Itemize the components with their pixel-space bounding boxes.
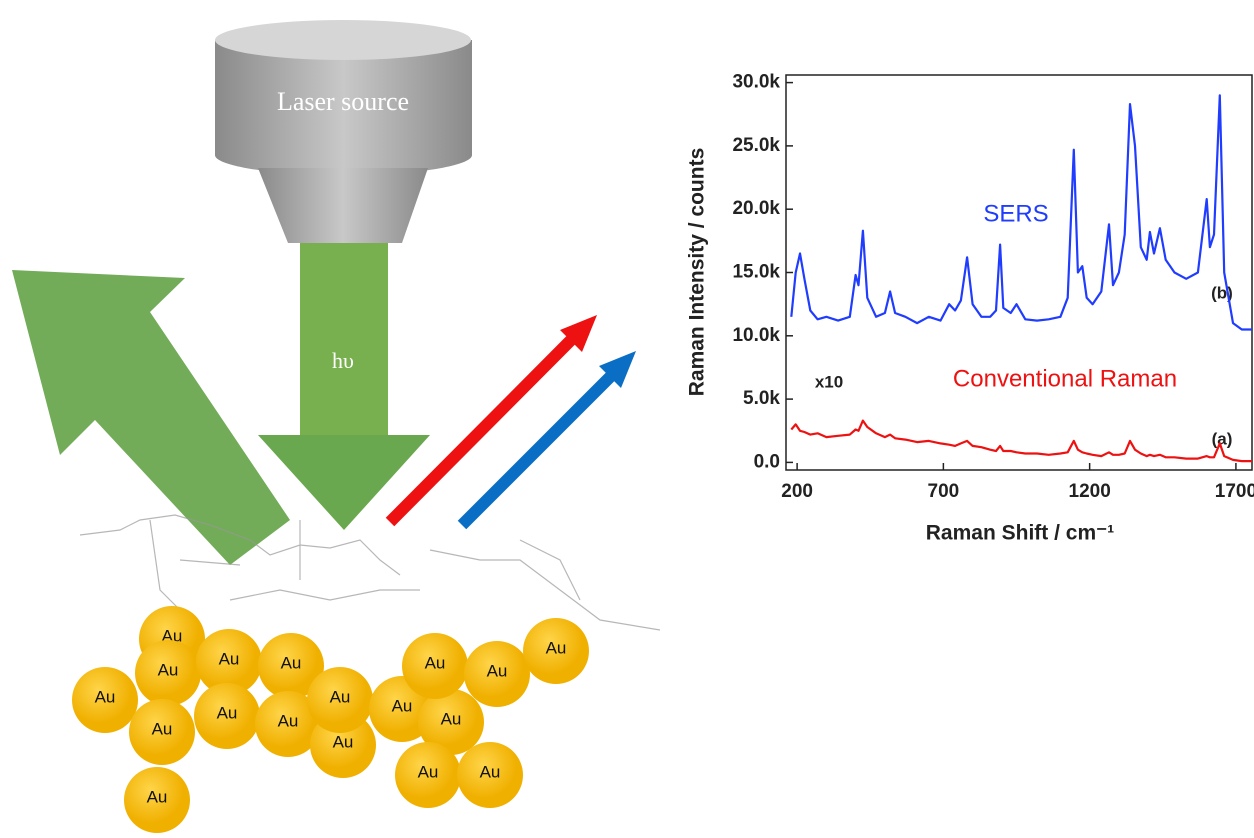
particle-label: Au bbox=[333, 732, 354, 751]
x-tick-label: 1200 bbox=[1069, 481, 1111, 502]
particle-label: Au bbox=[546, 638, 567, 657]
stokes-arrow bbox=[390, 336, 575, 522]
annotation: (a) bbox=[1212, 429, 1233, 448]
y-tick-label: 25.0k bbox=[732, 135, 780, 156]
particle-label: Au bbox=[281, 653, 302, 672]
y-tick-label: 30.0k bbox=[732, 72, 780, 93]
incident-beam bbox=[300, 243, 388, 436]
figure: Laser source hυ Au Au Au Au Au Au Au Au Au Au Au Au… bbox=[0, 0, 1254, 838]
laser-label: Laser source bbox=[277, 87, 409, 116]
particle-label: Au bbox=[418, 762, 439, 781]
particle-label: Au bbox=[487, 661, 508, 680]
particle-label: Au bbox=[95, 687, 116, 706]
reflected-beam bbox=[12, 270, 290, 565]
laser-nozzle bbox=[258, 168, 428, 243]
y-tick-label: 20.0k bbox=[732, 198, 780, 219]
beam-label: hυ bbox=[332, 348, 354, 373]
particle-label: Au bbox=[147, 787, 168, 806]
series-line bbox=[791, 421, 1252, 462]
particle-label: Au bbox=[217, 703, 238, 722]
x-tick-label: 700 bbox=[928, 481, 960, 502]
particle-label: Au bbox=[480, 762, 501, 781]
x-tick-label: 1700 bbox=[1215, 481, 1254, 502]
plot-frame bbox=[786, 75, 1252, 470]
y-axis-label: Raman Intensity / counts bbox=[686, 148, 709, 397]
particle-label: Au bbox=[330, 687, 351, 706]
y-tick-label: 15.0k bbox=[732, 262, 780, 283]
x-tick-label: 200 bbox=[781, 481, 813, 502]
particle-label: Au bbox=[219, 649, 240, 668]
antistokes-arrow bbox=[462, 372, 615, 525]
particle-label: Au bbox=[392, 696, 413, 715]
particle-label: Au bbox=[158, 660, 179, 679]
particle-label: Au bbox=[441, 709, 462, 728]
particle-label: Au bbox=[425, 653, 446, 672]
laser-top bbox=[215, 20, 471, 60]
page: Laser source hυ Au Au Au Au Au Au Au Au Au Au Au Au… bbox=[0, 0, 1254, 838]
particle-label: Au bbox=[278, 711, 299, 730]
y-tick-label: 0.0 bbox=[754, 451, 780, 472]
series-label: Conventional Raman bbox=[953, 365, 1177, 392]
y-tick-label: 10.0k bbox=[732, 325, 780, 346]
particle-label: Au bbox=[152, 719, 173, 738]
x-axis-label: Raman Shift / cm⁻¹ bbox=[926, 522, 1114, 545]
y-tick-label: 5.0k bbox=[743, 388, 780, 409]
series-label: SERS bbox=[983, 200, 1048, 227]
annotation: x10 bbox=[815, 372, 843, 391]
